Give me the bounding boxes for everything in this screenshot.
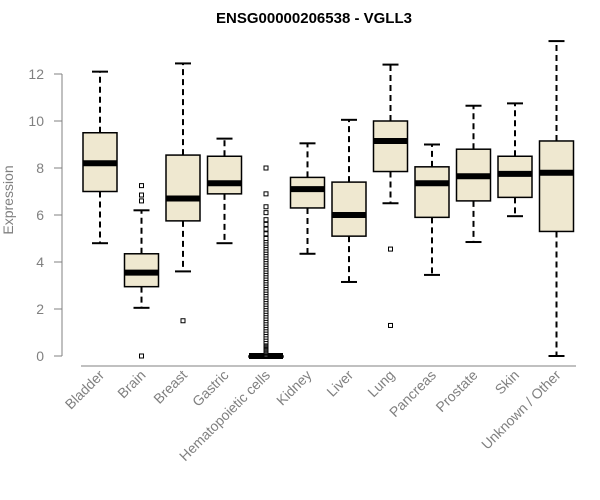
box	[538, 140, 575, 233]
x-tick-label: Bladder	[62, 367, 108, 413]
x-tick-label: Kidney	[273, 367, 315, 409]
y-tick-label: 0	[36, 348, 44, 364]
y-tick-label: 6	[36, 207, 44, 223]
outlier-point	[263, 236, 269, 241]
x-tick-label: Unknown / Other	[478, 367, 564, 453]
outlier-point	[263, 226, 269, 232]
x-tick-label: Breast	[150, 367, 190, 407]
box-group	[248, 165, 284, 359]
box-group	[414, 143, 450, 276]
outlier-point	[263, 204, 269, 210]
y-tick-label: 10	[28, 113, 44, 129]
x-tick-label: Lung	[364, 367, 397, 400]
outlier-point	[180, 318, 186, 324]
box-group	[289, 142, 326, 255]
box	[331, 181, 367, 237]
box-group	[82, 70, 118, 245]
y-axis-title: Expression	[0, 165, 16, 234]
outlier-point	[263, 165, 269, 171]
x-tick-label: Skin	[492, 367, 523, 398]
outlier-point	[139, 198, 144, 204]
outlier-point	[388, 322, 393, 328]
box	[372, 120, 409, 173]
y-axis: 0 2 4 6 8 10 12	[28, 66, 62, 364]
outlier-point	[139, 192, 144, 198]
box	[289, 176, 326, 209]
box	[206, 155, 243, 195]
outlier-point	[263, 231, 269, 237]
box-group	[455, 104, 492, 244]
x-tick-label: Liver	[323, 367, 356, 400]
box-group	[165, 62, 201, 324]
box	[165, 154, 201, 222]
box-group	[538, 40, 575, 357]
box	[414, 166, 450, 219]
box-group	[206, 137, 243, 245]
y-tick-label: 12	[28, 66, 44, 82]
y-tick-label: 4	[36, 254, 44, 270]
y-tick-label: 8	[36, 160, 44, 176]
outlier-point	[263, 210, 269, 216]
y-tick-label: 2	[36, 301, 44, 317]
x-tick-label: Brain	[114, 367, 148, 401]
box-group	[497, 102, 533, 218]
box-group	[331, 118, 367, 283]
outlier-point	[263, 221, 269, 227]
outlier-point	[139, 353, 144, 359]
box-group	[123, 183, 160, 359]
outlier-point	[263, 191, 269, 197]
box-series	[82, 40, 575, 359]
outlier-point	[263, 217, 269, 223]
outlier-point	[139, 183, 144, 189]
box-group	[372, 63, 409, 328]
chart-title: ENSG00000206538 - VGLL3	[216, 10, 412, 27]
x-tick-label: Prostate	[432, 367, 480, 415]
outlier-point	[388, 246, 393, 252]
